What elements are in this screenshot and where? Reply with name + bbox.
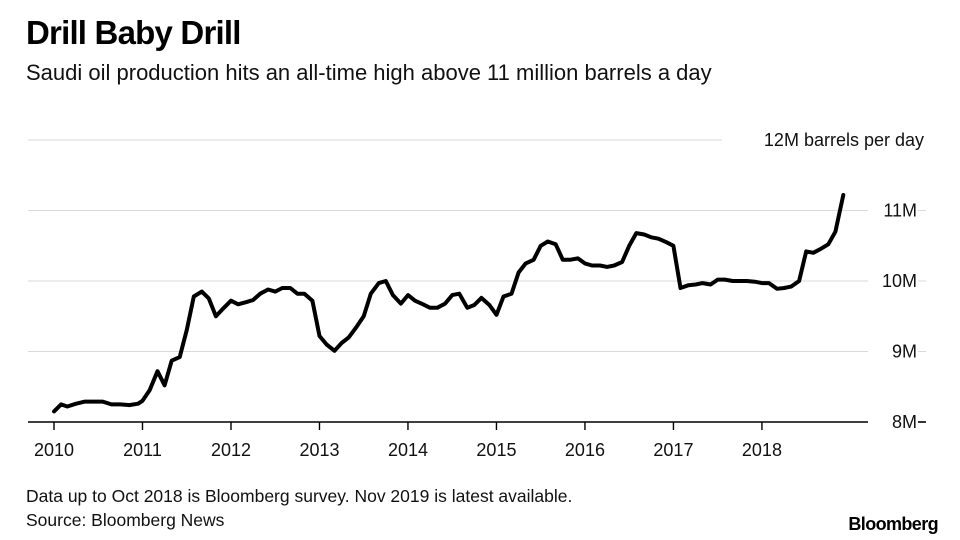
y-tick-label: 11M	[883, 201, 917, 221]
y-tick-label: 10M	[882, 271, 917, 291]
x-tick-label: 2018	[742, 440, 782, 460]
gridlines	[28, 139, 926, 352]
chart-title: Drill Baby Drill	[26, 14, 241, 51]
series-group	[52, 193, 846, 414]
x-tick-label: 2017	[653, 440, 693, 460]
x-tick-label: 2014	[388, 440, 428, 460]
x-axis: 2010 2011 2012 2013 2014 2015 2016 2017 2018	[28, 421, 926, 460]
y-tick-label: 12M barrels per day	[764, 130, 924, 150]
series-line-saudi-oil-production	[52, 193, 846, 414]
y-tick-label: 9M	[892, 342, 917, 362]
x-tick-label: 2012	[211, 440, 251, 460]
chart-subtitle: Saudi oil production hits an all-time hi…	[26, 60, 712, 85]
x-tick-label: 2010	[34, 440, 74, 460]
bloomberg-logo: Bloomberg	[848, 514, 938, 534]
source-note: Source: Bloomberg News	[26, 510, 225, 530]
footnote: Data up to Oct 2018 is Bloomberg survey.…	[26, 486, 573, 506]
x-tick-label: 2011	[123, 440, 162, 460]
x-tick-label: 2015	[476, 440, 516, 460]
x-tick-label: 2013	[299, 440, 339, 460]
y-tick-label: 8M	[892, 412, 917, 432]
y-axis-labels: 12M barrels per day 11M 10M 9M 8M	[764, 130, 924, 432]
x-tick-label: 2016	[565, 440, 605, 460]
